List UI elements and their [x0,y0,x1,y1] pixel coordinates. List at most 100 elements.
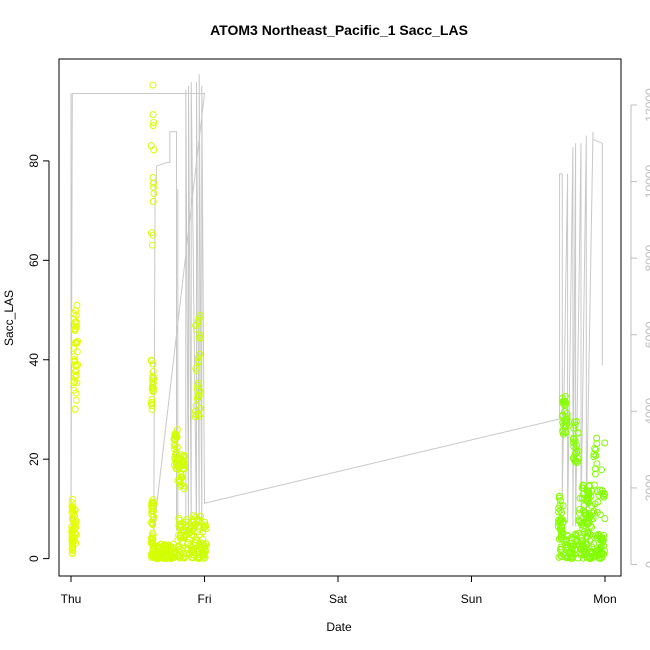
bottom-axis: Thu Fri Sat Sun Mon [61,575,617,606]
data-point [576,544,584,552]
data-point [171,442,179,450]
data-point [555,508,562,516]
data-point [178,474,186,482]
data-point [578,537,586,544]
plot-frame [58,58,622,577]
data-point [190,512,198,520]
y-tick-label: 80 [27,154,41,168]
data-point [181,528,188,535]
data-point [148,396,156,403]
plot-content [68,74,609,563]
data-point [149,198,157,205]
x-tick-label: Thu [61,592,82,606]
data-point [582,509,590,517]
data-point [177,481,185,489]
data-point [199,528,206,536]
data-point [574,529,582,537]
data-point [561,392,569,400]
data-point [556,506,564,514]
data-point [579,482,587,490]
data-point [555,494,563,502]
x-axis-label: Date [326,620,352,634]
data-point [68,541,76,549]
data-point [192,325,200,333]
data-point [573,458,581,466]
data-point [593,488,601,496]
data-point [591,465,599,473]
data-point [566,554,574,562]
data-point [585,488,593,496]
data-point [196,350,204,358]
data-point [569,552,577,560]
data-point [197,512,204,520]
data-point [71,512,78,520]
data-point [584,529,592,537]
data-point [69,495,76,503]
data-point [591,470,599,478]
data-point [563,531,571,539]
data-point [584,515,592,523]
data-point [73,379,81,387]
data-point [569,544,576,552]
data-point [149,174,157,181]
data-point [72,518,79,526]
data-point [148,405,156,413]
data-point [148,520,156,528]
data-point [194,354,202,362]
data-point [150,119,158,126]
data-point [587,547,595,555]
data-point [576,505,584,513]
data-point [194,554,202,562]
data-point [590,481,598,489]
data-point [147,142,155,150]
data-point [157,540,165,548]
data-point [148,529,156,537]
data-point [147,357,155,365]
data-point [595,554,603,562]
y2-tick-label: 12000 [643,88,650,122]
data-point [558,515,566,523]
data-point [173,432,180,440]
data-point [70,355,78,363]
data-point [592,452,600,459]
data-point [70,315,78,323]
data-point [174,543,182,551]
data-point [191,536,199,544]
data-point [588,543,596,551]
data-point [72,318,80,326]
chart-title: ATOM3 Northeast_Pacific_1 Sacc_LAS [210,22,468,38]
data-point [72,539,80,547]
y-tick-label: 20 [27,452,41,466]
data-point [74,337,82,345]
data-point [196,405,204,412]
data-point [149,122,157,130]
data-point [73,301,81,309]
data-point [150,184,158,191]
data-point [571,437,579,445]
data-point [72,323,80,330]
data-point [195,358,202,366]
data-point [559,519,567,527]
x-tick-label: Mon [593,592,616,606]
y2-tick-label: 6000 [643,321,650,348]
data-point [593,460,601,468]
data-point [72,372,80,380]
data-point [158,554,166,562]
data-point [582,496,590,504]
data-point [578,494,586,502]
right-axis: 0 2000 4000 6000 8000 10000 12000 [630,88,650,568]
data-point [72,389,80,397]
data-point [149,81,157,89]
data-point [173,426,181,433]
data-point [569,454,577,462]
data-point [577,518,585,526]
y-tick-label: 0 [27,555,41,562]
data-point [574,429,582,437]
data-point [177,523,185,530]
data-point [194,392,202,400]
data-point [579,554,587,562]
data-point [590,553,598,561]
data-point [70,516,78,524]
data-point [177,455,185,463]
